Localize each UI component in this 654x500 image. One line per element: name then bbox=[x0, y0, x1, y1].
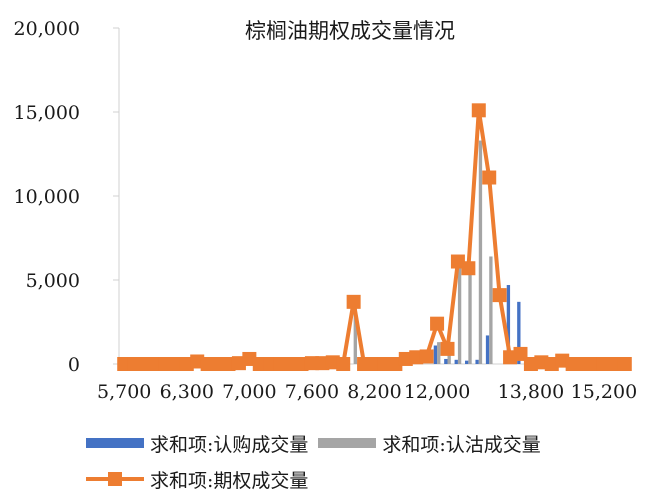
put-volume-bar bbox=[353, 301, 357, 364]
legend-swatch-call bbox=[86, 438, 144, 448]
legend-label-call: 求和项:认购成交量 bbox=[150, 433, 309, 456]
legend-item-total: 求和项:期权成交量 bbox=[86, 466, 308, 493]
x-tick-label: 7,600 bbox=[285, 381, 339, 403]
put-volume-bar bbox=[447, 353, 451, 364]
call-volume-bar bbox=[454, 359, 458, 364]
legend-item-call: 求和项:认购成交量 bbox=[86, 430, 308, 457]
total-volume-marker bbox=[482, 170, 497, 185]
total-volume-marker bbox=[440, 341, 455, 356]
call-volume-bar bbox=[465, 360, 469, 364]
total-volume-marker bbox=[617, 357, 632, 371]
put-volume-bar bbox=[489, 256, 493, 364]
call-volume-bar bbox=[444, 358, 448, 364]
total-volume-marker bbox=[430, 316, 445, 331]
x-tick-label: 6,300 bbox=[160, 381, 214, 403]
x-tick-label: 12,000 bbox=[404, 381, 470, 403]
put-volume-bar bbox=[437, 342, 441, 364]
x-tick-label: 5,700 bbox=[97, 381, 151, 403]
chart-title: 棕榈油期权成交量情况 bbox=[245, 19, 455, 43]
put-volume-bar bbox=[478, 140, 483, 364]
legend: 求和项:认购成交量 求和项:认沽成交量 求和项:期权成交量 bbox=[86, 428, 646, 500]
y-tick-label: 5,000 bbox=[26, 270, 80, 292]
y-tick-label: 10,000 bbox=[14, 186, 80, 208]
total-volume-line bbox=[124, 108, 625, 366]
legend-label-total: 求和项:期权成交量 bbox=[150, 469, 309, 492]
call-volume-bar bbox=[517, 301, 521, 364]
call-volume-bar bbox=[506, 285, 511, 364]
x-tick-label: 8,200 bbox=[347, 381, 401, 403]
legend-item-put: 求和项:认沽成交量 bbox=[318, 430, 541, 457]
total-volume-marker bbox=[336, 357, 351, 371]
legend-swatch-put bbox=[318, 438, 377, 448]
total-volume-marker bbox=[492, 288, 507, 303]
total-volume-marker bbox=[419, 349, 434, 364]
call-volume-bar bbox=[485, 335, 490, 364]
x-tick-label: 15,200 bbox=[571, 381, 637, 403]
legend-swatch-total bbox=[86, 471, 144, 487]
y-tick-label: 20,000 bbox=[14, 18, 80, 40]
x-tick-label: 7,000 bbox=[222, 381, 276, 403]
legend-label-put: 求和项:认沽成交量 bbox=[382, 433, 541, 456]
total-volume-marker bbox=[471, 103, 486, 118]
put-volume-bar bbox=[457, 266, 462, 364]
put-volume-bar bbox=[468, 271, 472, 364]
total-volume-marker bbox=[346, 294, 361, 309]
y-tick-label: 15,000 bbox=[14, 102, 80, 124]
y-tick-label: 0 bbox=[68, 354, 80, 376]
call-volume-bar bbox=[475, 359, 479, 364]
x-tick-label: 13,800 bbox=[498, 381, 564, 403]
total-volume-marker bbox=[461, 261, 476, 276]
call-volume-bar bbox=[433, 345, 438, 364]
